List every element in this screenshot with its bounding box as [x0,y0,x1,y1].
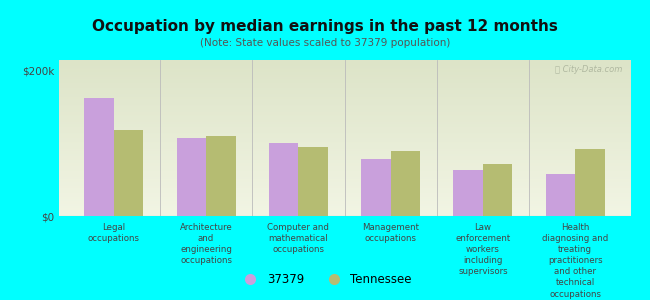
Bar [391,151,420,216]
Text: Occupation by median earnings in the past 12 months: Occupation by median earnings in the pas… [92,20,558,34]
Bar [298,147,328,216]
Bar [269,143,298,216]
Text: (Note: State values scaled to 37379 population): (Note: State values scaled to 37379 popu… [200,38,450,47]
Bar [177,138,206,216]
Bar [483,164,512,216]
Bar [575,148,604,216]
Bar [84,98,114,216]
Bar [206,136,236,216]
Bar [114,130,144,216]
Bar [361,159,391,216]
Bar [453,170,483,216]
Text: Ⓢ City-Data.com: Ⓢ City-Data.com [554,65,622,74]
Bar [545,174,575,216]
Legend: 37379, Tennessee: 37379, Tennessee [234,269,416,291]
